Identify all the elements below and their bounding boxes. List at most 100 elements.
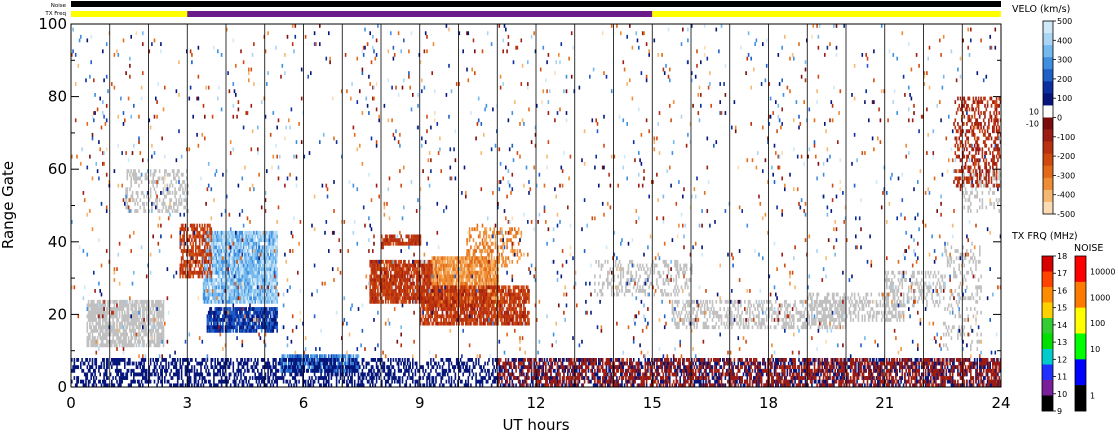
data-cell: [979, 245, 981, 250]
data-cell: [617, 274, 619, 279]
data-cell: [263, 307, 266, 311]
data-cell: [753, 303, 755, 308]
data-cell: [251, 328, 254, 333]
data-cell: [202, 263, 205, 268]
data-cell: [228, 296, 231, 301]
data-cell: [232, 278, 235, 282]
data-cell: [107, 321, 109, 326]
data-cell: [204, 278, 206, 282]
data-cell: [886, 281, 888, 286]
data-cell: [157, 176, 160, 181]
data-cell: [470, 281, 472, 286]
data-cell: [259, 325, 262, 330]
data-cell: [124, 332, 126, 337]
data-cell: [276, 321, 278, 326]
data-cell: [238, 278, 241, 282]
data-cell: [273, 234, 276, 239]
data-cell: [955, 299, 958, 304]
data-cell: [926, 292, 928, 297]
data-cell: [827, 314, 830, 319]
data-cell: [771, 314, 773, 319]
data-cell: [472, 270, 475, 275]
data-cell: [449, 274, 452, 279]
data-cell: [213, 259, 215, 264]
data-cell: [300, 354, 303, 359]
data-cell: [248, 230, 250, 235]
data-cell: [424, 289, 427, 293]
data-cell: [207, 241, 210, 246]
data-cell: [862, 307, 865, 311]
data-cell: [802, 299, 804, 304]
data-cell: [448, 263, 450, 268]
data-cell: [842, 303, 844, 308]
data-cell: [400, 292, 402, 297]
data-cell: [466, 274, 468, 279]
data-cell: [180, 270, 183, 275]
data-cell: [158, 332, 161, 337]
data-cell: [244, 328, 246, 333]
data-cell: [344, 361, 347, 366]
data-cell: [245, 263, 247, 268]
data-cell: [207, 318, 210, 322]
data-cell: [824, 296, 826, 301]
data-cell: [896, 303, 898, 308]
data-cell: [90, 307, 92, 311]
data-cell: [231, 318, 233, 322]
data-cell: [238, 292, 241, 297]
data-cell: [105, 314, 108, 319]
data-cell: [276, 245, 278, 250]
data-cell: [401, 270, 404, 275]
data-cell: [126, 310, 129, 315]
data-cell: [253, 296, 255, 301]
data-cell: [404, 292, 406, 297]
data-cell: [233, 267, 236, 272]
data-cell: [346, 361, 348, 366]
data-cell: [884, 278, 887, 282]
data-cell: [676, 325, 679, 330]
data-cell: [242, 256, 245, 261]
data-cell: [196, 259, 198, 264]
data-cell: [246, 299, 249, 304]
data-cell: [461, 263, 463, 268]
data-cell: [108, 332, 111, 337]
data-cell: [436, 281, 439, 286]
data-cell: [134, 172, 136, 177]
data-cell: [954, 289, 957, 293]
data-cell: [808, 314, 811, 319]
data-cell: [998, 172, 1000, 177]
data-cell: [419, 289, 422, 293]
data-cell: [179, 227, 182, 232]
data-cell: [645, 278, 648, 282]
data-cell: [259, 249, 262, 253]
data-cell: [229, 252, 232, 257]
data-cell: [901, 285, 904, 290]
data-cell: [257, 230, 259, 235]
data-cell: [245, 270, 247, 275]
data-cell: [220, 289, 223, 293]
data-cell: [458, 281, 461, 286]
data-cell: [125, 303, 127, 308]
data-cell: [372, 267, 374, 272]
data-cell: [461, 281, 463, 286]
data-cell: [169, 191, 171, 195]
data-cell: [198, 252, 201, 257]
data-cell: [892, 307, 895, 311]
data-cell: [157, 325, 160, 330]
data-cell: [207, 238, 210, 243]
data-cell: [257, 249, 259, 253]
data-cell: [219, 263, 222, 268]
data-cell: [136, 191, 139, 195]
data-cell: [184, 259, 187, 264]
data-cell: [257, 252, 259, 257]
data-cell: [236, 238, 238, 243]
data-cell: [209, 245, 211, 250]
data-cell: [837, 325, 839, 330]
data-cell: [286, 354, 289, 359]
data-cell: [843, 296, 845, 301]
data-cell: [120, 336, 122, 341]
data-cell: [782, 325, 785, 330]
data-cell: [844, 303, 847, 308]
data-cell: [226, 259, 228, 264]
data-cell: [204, 249, 206, 253]
data-cell: [237, 274, 240, 279]
